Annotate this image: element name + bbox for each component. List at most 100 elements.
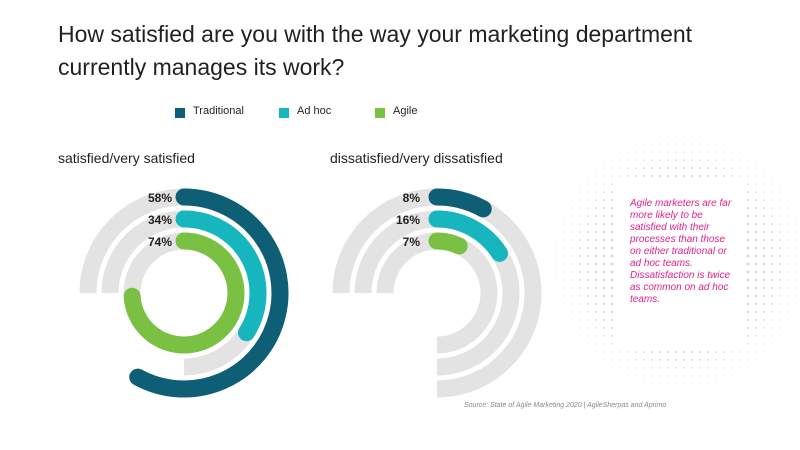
halftone-dot bbox=[763, 351, 765, 353]
halftone-dot bbox=[643, 367, 645, 369]
halftone-dot bbox=[579, 207, 581, 209]
halftone-dot bbox=[754, 198, 758, 202]
halftone-dot bbox=[643, 167, 645, 169]
halftone-dot bbox=[579, 183, 581, 185]
arc-satisfied-ad-hoc bbox=[175, 210, 267, 342]
halftone-dot bbox=[746, 270, 750, 274]
halftone-dot bbox=[795, 215, 797, 217]
halftone-dot bbox=[683, 383, 685, 385]
halftone-dot bbox=[762, 278, 766, 282]
halftone-dot bbox=[706, 166, 710, 170]
halftone-dot bbox=[754, 206, 758, 210]
halftone-dot bbox=[715, 167, 717, 169]
halftone-dot bbox=[763, 183, 765, 185]
halftone-dot bbox=[595, 183, 597, 185]
halftone-dot bbox=[579, 279, 581, 281]
halftone-dot bbox=[603, 167, 605, 169]
halftone-dot bbox=[779, 311, 781, 313]
halftone-dot bbox=[579, 263, 581, 265]
halftone-dot bbox=[610, 254, 614, 258]
halftone-dot bbox=[619, 359, 621, 361]
halftone-dot bbox=[627, 167, 629, 169]
halftone-dot bbox=[635, 351, 637, 353]
halftone-dot bbox=[571, 215, 573, 217]
halftone-dot bbox=[579, 287, 581, 289]
halftone-dot bbox=[635, 359, 637, 361]
halftone-dot bbox=[571, 311, 573, 313]
halftone-dot bbox=[762, 286, 766, 290]
halftone-dot bbox=[579, 239, 581, 241]
halftone-dot bbox=[739, 151, 741, 153]
halftone-dot bbox=[771, 343, 773, 345]
halftone-dot bbox=[763, 327, 765, 329]
halftone-dot bbox=[602, 318, 606, 322]
value-label-dissatisfied-agile: 7% bbox=[403, 235, 421, 249]
halftone-dot bbox=[555, 287, 557, 289]
halftone-dot bbox=[755, 183, 757, 185]
halftone-dot bbox=[739, 167, 741, 169]
halftone-dot bbox=[739, 351, 741, 353]
halftone-dot bbox=[643, 151, 645, 153]
halftone-dot bbox=[771, 199, 773, 201]
legend-swatch-agile bbox=[375, 108, 385, 118]
halftone-dot bbox=[611, 367, 613, 369]
halftone-dot bbox=[595, 343, 597, 345]
halftone-dot bbox=[747, 335, 749, 337]
halftone-dot bbox=[611, 159, 613, 161]
halftone-dot bbox=[715, 159, 717, 161]
halftone-dot bbox=[602, 206, 606, 210]
halftone-dot bbox=[602, 270, 606, 274]
panel-title-dissatisfied: dissatisfied/very dissatisfied bbox=[330, 150, 503, 166]
halftone-dot bbox=[595, 207, 597, 209]
halftone-dot bbox=[755, 159, 757, 161]
halftone-dot bbox=[754, 214, 758, 218]
track-dissatisfied-agile bbox=[376, 232, 498, 354]
halftone-dot bbox=[635, 375, 637, 377]
halftone-dot bbox=[611, 167, 613, 169]
halftone-dot bbox=[690, 350, 694, 354]
halftone-dot bbox=[795, 279, 797, 281]
halftone-dot bbox=[691, 383, 693, 385]
halftone-dot bbox=[610, 294, 614, 298]
halftone-dot bbox=[587, 303, 589, 305]
halftone-dot bbox=[595, 191, 597, 193]
halftone-dot bbox=[603, 327, 605, 329]
halftone-dot bbox=[795, 295, 797, 297]
halftone-dot bbox=[675, 367, 677, 369]
halftone-dot bbox=[787, 311, 789, 313]
halftone-dot bbox=[635, 151, 637, 153]
halftone-dot bbox=[602, 262, 606, 266]
halftone-dot bbox=[762, 262, 766, 266]
halftone-dot bbox=[715, 367, 717, 369]
halftone-dot bbox=[771, 311, 773, 313]
halftone-dot bbox=[563, 223, 565, 225]
halftone-dot bbox=[795, 303, 797, 305]
halftone-dot bbox=[579, 335, 581, 337]
halftone-dot bbox=[611, 359, 613, 361]
halftone-dot bbox=[579, 199, 581, 201]
halftone-dot bbox=[771, 215, 773, 217]
halftone-dot bbox=[779, 207, 781, 209]
halftone-dot bbox=[683, 159, 685, 161]
halftone-dot bbox=[610, 318, 614, 322]
halftone-dot bbox=[610, 198, 614, 202]
halftone-dot bbox=[587, 319, 589, 321]
halftone-dot bbox=[611, 175, 613, 177]
halftone-dot bbox=[563, 215, 565, 217]
halftone-dot bbox=[634, 174, 638, 178]
halftone-dot bbox=[602, 302, 606, 306]
halftone-dot bbox=[667, 375, 669, 377]
halftone-dot bbox=[690, 166, 694, 170]
halftone-dot bbox=[674, 358, 678, 362]
halftone-dot bbox=[779, 191, 781, 193]
halftone-dot bbox=[659, 159, 661, 161]
halftone-dot bbox=[602, 230, 606, 234]
halftone-dot bbox=[586, 262, 590, 266]
halftone-dot bbox=[746, 294, 750, 298]
halftone-dot bbox=[587, 327, 589, 329]
halftone-dot bbox=[610, 206, 614, 210]
halftone-dot bbox=[731, 175, 733, 177]
halftone-dot bbox=[715, 359, 717, 361]
halftone-dot bbox=[674, 174, 678, 178]
halftone-dot bbox=[594, 302, 598, 306]
